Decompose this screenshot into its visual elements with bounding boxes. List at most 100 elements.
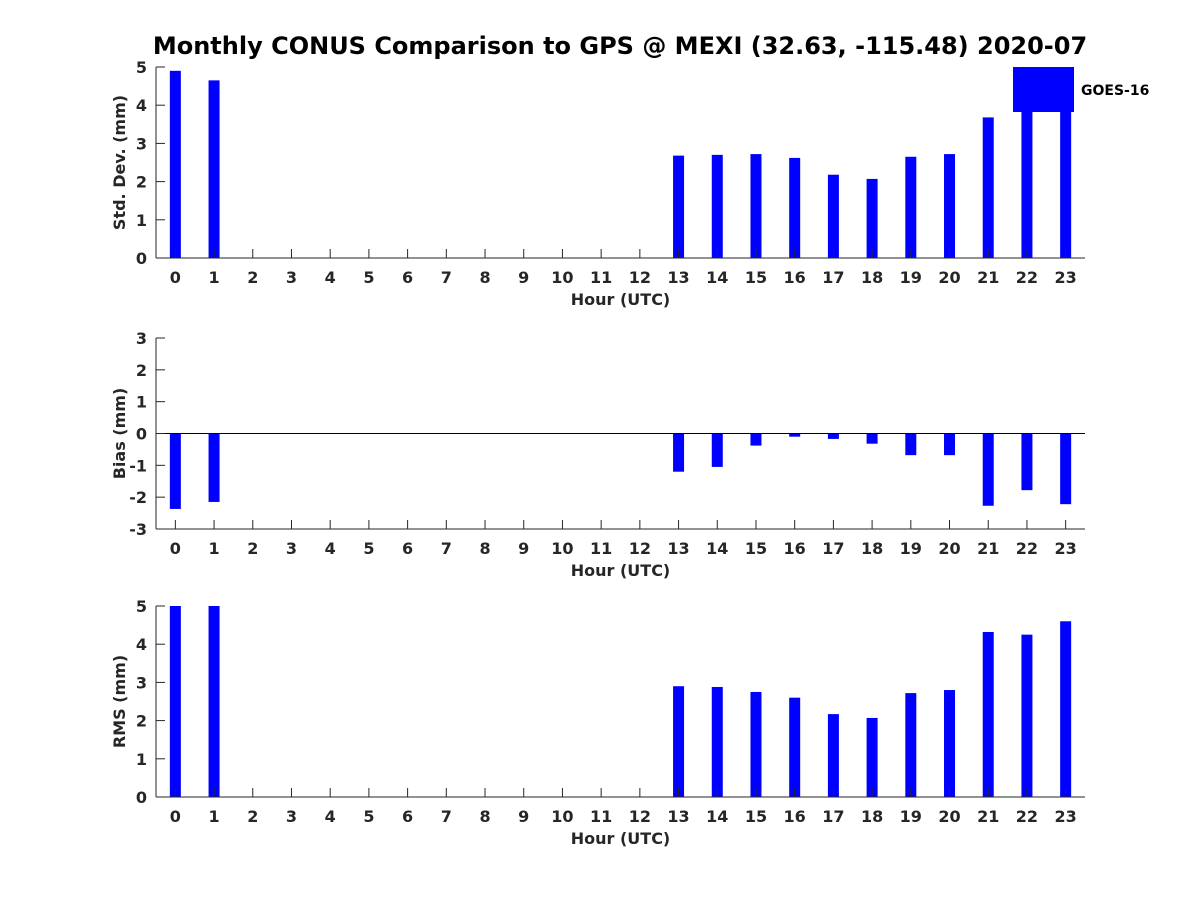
x-tick-label: 13 [667,268,689,287]
y-tick-label: 1 [136,750,147,769]
y-tick-label: 2 [136,361,147,380]
bar-hour-14 [711,686,723,797]
bar-hour-15 [750,154,762,258]
x-tick-label: 13 [667,807,689,826]
x-tick-label: 16 [784,807,806,826]
x-tick-label: 1 [208,268,219,287]
bar-hour-18 [866,433,878,444]
bar-hour-21 [982,433,994,506]
x-tick-label: 14 [706,807,728,826]
x-tick-label: 7 [441,539,452,558]
x-tick-label: 4 [325,807,336,826]
bar-hour-16 [789,697,801,797]
x-tick-label: 7 [441,268,452,287]
x-tick-label: 2 [247,268,258,287]
x-tick-label: 9 [518,539,529,558]
x-tick-label: 4 [325,539,336,558]
x-tick-label: 23 [1055,807,1077,826]
bar-hour-1 [208,606,220,797]
x-tick-label: 6 [402,807,413,826]
x-tick-label: 10 [551,268,573,287]
y-tick-label: -3 [129,520,147,539]
y-tick-label: 3 [136,134,147,153]
bar-hour-15 [750,433,762,446]
bar-hour-23 [1060,433,1072,505]
x-tick-label: 18 [861,268,883,287]
bar-hour-17 [827,433,839,439]
y-tick-label: 0 [136,788,147,807]
y-tick-label: 5 [136,58,147,77]
x-tick-label: 11 [590,539,612,558]
x-tick-label: 6 [402,268,413,287]
bar-hour-14 [711,433,723,467]
bar-hour-13 [673,155,685,258]
x-tick-label: 4 [325,268,336,287]
chart-title: Monthly CONUS Comparison to GPS @ MEXI (… [153,32,1087,60]
x-tick-label: 10 [551,539,573,558]
y-axis-label: Bias (mm) [110,388,129,480]
x-tick-label: 22 [1016,807,1038,826]
x-tick-label: 15 [745,268,767,287]
bar-hour-19 [905,693,917,797]
bar-hour-22 [1021,433,1033,491]
bar-hour-16 [789,157,801,258]
x-tick-label: 12 [629,807,651,826]
y-tick-label: 2 [136,173,147,192]
x-tick-label: 23 [1055,539,1077,558]
bar-hour-0 [169,606,181,797]
x-tick-label: 7 [441,807,452,826]
x-tick-label: 21 [977,539,999,558]
x-tick-label: 19 [900,268,922,287]
x-tick-label: 9 [518,268,529,287]
legend: GOES-16 [1013,67,1149,112]
x-tick-label: 8 [479,807,490,826]
bar-hour-15 [750,691,762,797]
y-tick-label: 4 [136,635,147,654]
x-tick-label: 19 [900,539,922,558]
x-tick-label: 22 [1016,539,1038,558]
x-tick-label: 3 [286,268,297,287]
bar-hour-23 [1060,110,1072,259]
bar-hour-20 [944,433,956,456]
y-tick-label: 1 [136,393,147,412]
bar-hour-17 [827,174,839,258]
x-tick-label: 14 [706,268,728,287]
legend-swatch [1013,67,1074,112]
bar-hour-14 [711,154,723,258]
x-tick-label: 13 [667,539,689,558]
y-tick-label: 3 [136,329,147,348]
x-tick-label: 19 [900,807,922,826]
x-tick-label: 17 [822,807,844,826]
bar-hour-20 [944,690,956,797]
x-tick-label: 3 [286,807,297,826]
y-axis-label: RMS (mm) [110,655,129,748]
x-tick-label: 12 [629,539,651,558]
x-tick-label: 0 [170,268,181,287]
x-tick-label: 15 [745,539,767,558]
x-tick-label: 11 [590,807,612,826]
x-tick-label: 18 [861,539,883,558]
bar-hour-23 [1060,621,1072,797]
bar-hour-19 [905,433,917,456]
bar-hour-19 [905,156,917,258]
x-tick-label: 15 [745,807,767,826]
y-tick-label: -1 [129,456,147,475]
bar-hour-0 [169,70,181,258]
bar-hour-18 [866,717,878,797]
x-tick-label: 16 [784,268,806,287]
x-tick-label: 21 [977,268,999,287]
x-tick-label: 11 [590,268,612,287]
x-tick-label: 9 [518,807,529,826]
y-tick-label: 3 [136,673,147,692]
bar-hour-21 [982,631,994,797]
bar-hour-1 [208,433,220,502]
y-tick-label: 0 [136,249,147,268]
y-tick-label: 4 [136,96,147,115]
x-axis-label: Hour (UTC) [571,829,671,848]
x-tick-label: 10 [551,807,573,826]
